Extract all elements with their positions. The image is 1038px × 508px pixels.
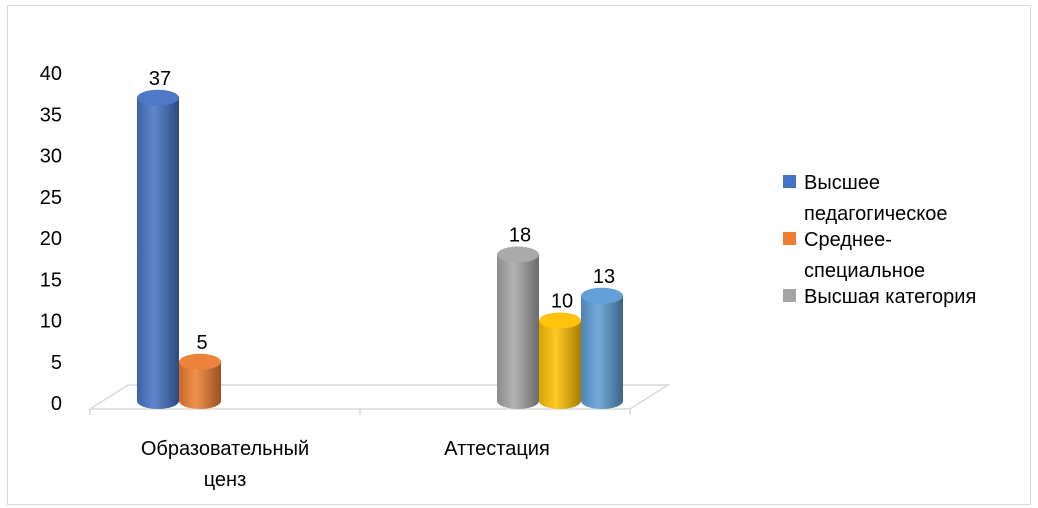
legend-label: Высшее	[804, 172, 880, 194]
bar-body	[581, 295, 623, 409]
y-tick-label: 5	[51, 352, 62, 374]
bar-top	[581, 287, 623, 304]
category-label: Аттестация	[444, 438, 550, 460]
bar-top	[179, 353, 221, 370]
bar	[539, 312, 581, 409]
data-label: 10	[551, 291, 573, 313]
category-label: Образовательный	[141, 438, 309, 460]
bar	[581, 287, 623, 409]
y-axis: 0 5 10 15 20 25 30 35 40	[40, 63, 62, 415]
y-tick-label: 0	[51, 393, 62, 415]
category-label: ценз	[204, 469, 247, 491]
y-tick-label: 30	[40, 146, 62, 168]
legend-entry: Высшее педагогическое	[783, 172, 948, 225]
data-labels: 37 5 18 10 13	[149, 68, 615, 354]
bar-body	[497, 254, 539, 409]
legend-label: специальное	[804, 260, 925, 282]
y-tick-label: 25	[40, 187, 62, 209]
bar	[497, 246, 539, 409]
x-axis: Образовательный ценз Аттестация	[141, 438, 550, 491]
data-label: 5	[196, 332, 207, 354]
y-tick-label: 20	[40, 228, 62, 250]
data-label: 37	[149, 68, 171, 90]
legend-label: Среднее-	[804, 229, 892, 251]
data-label: 18	[509, 225, 531, 247]
bar-body	[179, 361, 221, 409]
legend-entry: Среднее-специальное	[783, 229, 925, 282]
legend: ВысшеепедагогическоеСреднее-специальноеВ…	[783, 172, 976, 308]
legend-swatch	[783, 232, 796, 245]
bar-body	[137, 97, 179, 409]
bar-series	[137, 89, 623, 409]
legend-label: Высшая категория	[804, 286, 976, 308]
y-tick-label: 15	[40, 269, 62, 291]
legend-swatch	[783, 289, 796, 302]
legend-entry: Высшая категория	[783, 286, 976, 308]
bar-top	[137, 89, 179, 106]
chart-floor	[87, 384, 671, 415]
legend-label: педагогическое	[804, 203, 948, 225]
floor-plane	[87, 384, 671, 410]
legend-swatch	[783, 175, 796, 188]
y-tick-label: 10	[40, 311, 62, 333]
bar-top	[497, 246, 539, 263]
y-tick-label: 35	[40, 104, 62, 126]
bar	[137, 89, 179, 409]
data-label: 13	[593, 266, 615, 288]
bar	[179, 353, 221, 409]
bar-top	[539, 312, 581, 329]
bar-body	[539, 320, 581, 409]
y-tick-label: 40	[40, 63, 62, 85]
